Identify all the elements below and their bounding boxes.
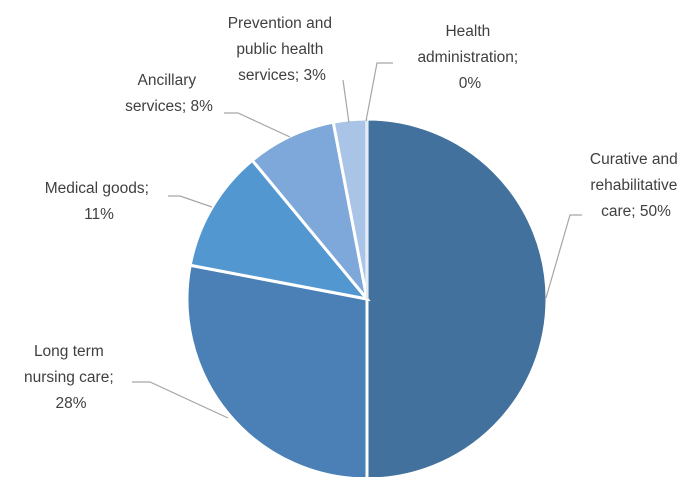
data-label-medical-goods: Medical goods; 11%	[45, 180, 154, 223]
leader-line-medical-goods	[168, 195, 213, 208]
data-label-health-admin: Health administration; 0%	[417, 23, 522, 92]
pie-slice-long-term-nursing-care	[185, 263, 369, 477]
pie-slice-curative-and-rehabilitative-care	[365, 117, 549, 477]
leader-line-prevention	[342, 79, 350, 124]
leader-lines	[132, 62, 582, 419]
leader-line-long-term	[132, 381, 229, 419]
data-label-curative: Curative and rehabilitative care; 50%	[590, 151, 682, 220]
leader-line-health-admin	[365, 62, 393, 122]
data-label-prevention: Prevention and public health services; 3…	[228, 15, 337, 84]
leader-line-curative	[545, 214, 582, 299]
leader-line-ancillary	[224, 112, 291, 138]
pie-slice-medical-goods	[188, 158, 371, 302]
pie-slices	[185, 117, 549, 477]
data-label-ancillary: Ancillary services; 8%	[125, 72, 213, 115]
pie-slice-ancillary-services	[250, 120, 369, 300]
data-label-long-term: Long term nursing care; 28%	[24, 343, 118, 412]
data-labels: Curative and rehabilitative care; 50% Lo…	[24, 15, 682, 412]
